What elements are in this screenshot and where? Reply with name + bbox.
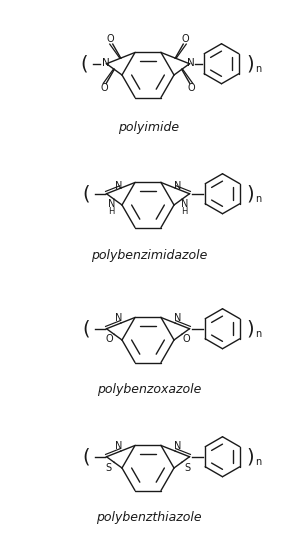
Text: O: O xyxy=(107,34,114,44)
Text: O: O xyxy=(188,83,195,94)
Text: S: S xyxy=(185,463,191,473)
Text: ): ) xyxy=(246,184,254,203)
Text: N: N xyxy=(173,313,181,323)
Text: S: S xyxy=(105,463,111,473)
Text: N: N xyxy=(108,199,115,209)
Text: ): ) xyxy=(246,319,254,338)
Text: O: O xyxy=(181,34,189,44)
Text: polyimide: polyimide xyxy=(118,121,180,135)
Text: (: ( xyxy=(83,184,90,203)
Text: polybenzoxazole: polybenzoxazole xyxy=(97,383,201,397)
Text: N: N xyxy=(187,58,194,68)
Text: N: N xyxy=(102,58,109,68)
Text: N: N xyxy=(115,313,122,323)
Text: polybenzthiazole: polybenzthiazole xyxy=(96,511,202,525)
Text: N: N xyxy=(173,181,181,191)
Text: (: ( xyxy=(83,319,90,338)
Text: N: N xyxy=(173,441,181,451)
Text: n: n xyxy=(255,329,262,338)
Text: H: H xyxy=(181,207,188,216)
Text: ): ) xyxy=(246,54,254,73)
Text: ): ) xyxy=(246,447,254,466)
Text: n: n xyxy=(255,194,262,204)
Text: n: n xyxy=(255,456,262,466)
Text: polybenzimidazole: polybenzimidazole xyxy=(91,249,207,261)
Text: N: N xyxy=(115,441,122,451)
Text: H: H xyxy=(108,207,114,216)
Text: N: N xyxy=(115,181,122,191)
Text: O: O xyxy=(183,335,190,345)
Text: (: ( xyxy=(83,447,90,466)
Text: O: O xyxy=(105,335,113,345)
Text: N: N xyxy=(181,199,188,209)
Text: n: n xyxy=(255,64,262,74)
Text: (: ( xyxy=(81,54,88,73)
Text: O: O xyxy=(100,83,108,94)
